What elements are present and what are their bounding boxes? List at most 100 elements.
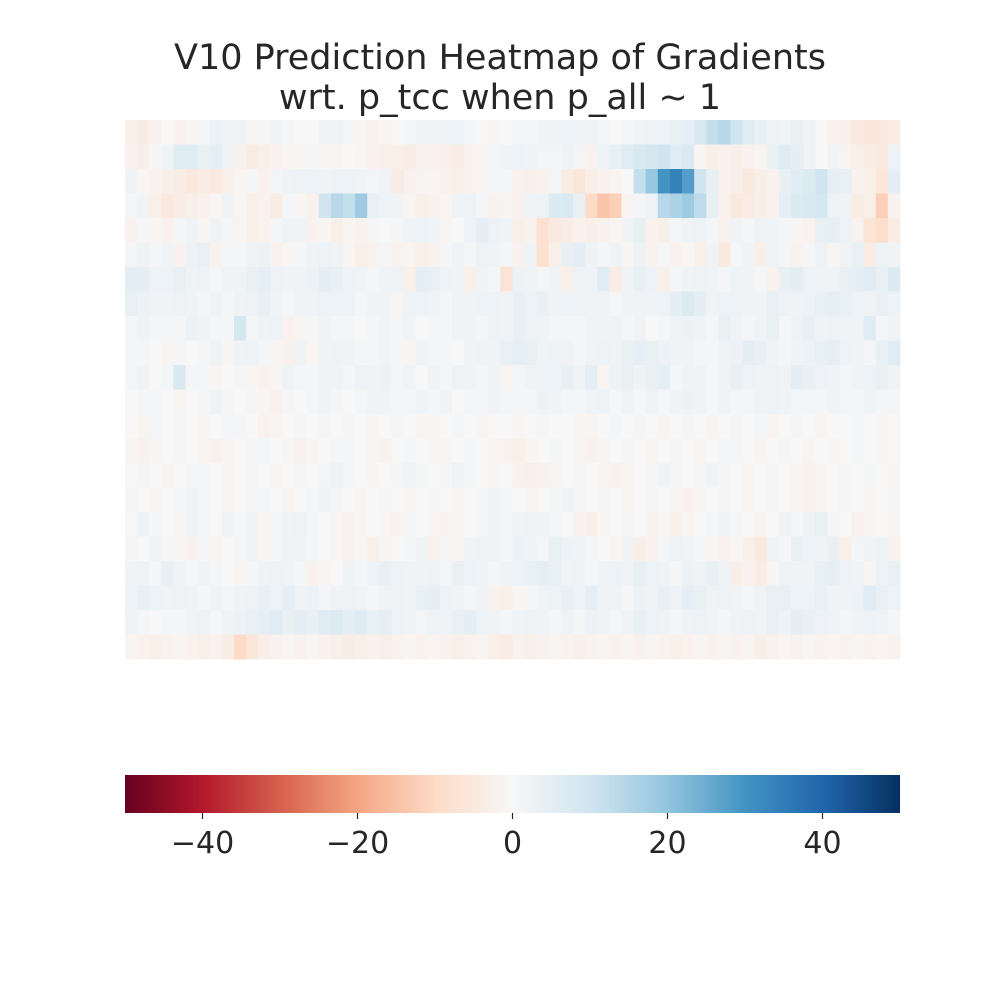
heatmap-cell: [161, 218, 174, 243]
heatmap-cell: [609, 193, 622, 219]
heatmap-cell: [125, 316, 138, 341]
heatmap-cell: [439, 242, 453, 268]
heatmap-cell: [633, 144, 647, 170]
heatmap-cell: [778, 144, 792, 170]
heatmap-cell: [851, 120, 865, 145]
heatmap-cell: [766, 242, 780, 268]
heatmap-cell: [875, 561, 889, 586]
heatmap-cell: [379, 585, 392, 611]
heatmap-cell: [403, 291, 417, 317]
heatmap-cell: [585, 634, 598, 660]
heatmap-cell: [185, 267, 199, 292]
heatmap-cell: [464, 536, 477, 562]
heatmap-cell: [682, 291, 695, 317]
heatmap-cell: [282, 193, 295, 219]
heatmap-cell: [754, 193, 768, 219]
heatmap-cell: [125, 487, 138, 513]
heatmap-cell: [476, 144, 489, 170]
heatmap-cell: [669, 340, 683, 366]
heatmap-cell: [233, 487, 247, 513]
heatmap-cell: [536, 340, 550, 366]
heatmap-cell: [512, 365, 526, 390]
heatmap-cell: [718, 144, 731, 170]
heatmap-cell: [185, 193, 199, 219]
heatmap-cell: [851, 242, 865, 268]
heatmap-cell: [318, 340, 332, 366]
heatmap-cell: [839, 144, 852, 170]
heatmap-cell: [512, 242, 526, 268]
heatmap-cell: [863, 463, 877, 488]
heatmap-cell: [464, 610, 477, 635]
heatmap-cell: [560, 634, 574, 660]
heatmap-cell: [330, 585, 344, 611]
heatmap-cell: [209, 561, 223, 586]
heatmap-cell: [282, 267, 295, 292]
heatmap-cell: [851, 365, 865, 390]
heatmap-cell: [633, 340, 647, 366]
heatmap-cell: [270, 169, 283, 194]
heatmap-cell: [645, 438, 659, 464]
heatmap-cell: [573, 242, 586, 268]
heatmap-cell: [815, 365, 828, 390]
heatmap-cell: [839, 561, 852, 586]
heatmap-cell: [839, 340, 852, 366]
heatmap-cell: [342, 144, 356, 170]
heatmap-cell: [185, 463, 199, 488]
heatmap-cell: [342, 610, 356, 635]
heatmap-cell: [669, 120, 683, 145]
heatmap-cell: [512, 536, 526, 562]
heatmap-cell: [342, 218, 356, 243]
heatmap-cell: [451, 561, 465, 586]
heatmap-cell: [149, 340, 162, 366]
heatmap-cell: [621, 463, 634, 488]
heatmap-cell: [488, 218, 501, 243]
heatmap-cell: [379, 193, 392, 219]
heatmap-cell: [306, 316, 320, 341]
heatmap-cell: [645, 218, 659, 243]
heatmap-cell: [427, 512, 441, 537]
heatmap-cell: [258, 340, 271, 366]
heatmap-cell: [778, 512, 792, 537]
heatmap-cell: [125, 389, 138, 415]
heatmap-cell: [149, 414, 162, 439]
heatmap-cell: [536, 536, 550, 562]
heatmap-cell: [294, 169, 308, 194]
heatmap-cell: [427, 242, 441, 268]
heatmap-cell: [209, 487, 223, 513]
heatmap-cell: [669, 144, 683, 170]
heatmap-cell: [875, 144, 889, 170]
heatmap-cell: [500, 218, 513, 243]
heatmap-cell: [621, 193, 634, 219]
heatmap-cell: [706, 561, 719, 586]
heatmap-cell: [294, 193, 308, 219]
heatmap-cell: [137, 536, 150, 562]
heatmap-cell: [766, 365, 780, 390]
heatmap-cell: [839, 316, 852, 341]
heatmap-cell: [585, 120, 598, 145]
heatmap-cell: [633, 438, 647, 464]
heatmap-cell: [863, 169, 877, 194]
heatmap-cell: [415, 291, 429, 317]
heatmap-cell: [282, 487, 295, 513]
heatmap-cell: [270, 414, 283, 439]
heatmap-cell: [621, 389, 634, 415]
heatmap-cell: [754, 316, 768, 341]
heatmap-cell: [536, 389, 550, 415]
heatmap-cell: [778, 267, 792, 292]
heatmap-cell: [851, 585, 865, 611]
heatmap-cell: [197, 463, 211, 488]
heatmap-cell: [597, 610, 610, 635]
heatmap-cell: [585, 561, 598, 586]
heatmap-cell: [451, 316, 465, 341]
heatmap-cell: [573, 463, 586, 488]
heatmap-cell: [730, 463, 743, 488]
heatmap-cell: [318, 169, 332, 194]
heatmap-cell: [621, 634, 634, 660]
heatmap-cell: [330, 512, 344, 537]
heatmap-cell: [161, 340, 174, 366]
heatmap-cell: [742, 610, 756, 635]
heatmap-cell: [137, 610, 150, 635]
heatmap-cell: [669, 193, 683, 219]
heatmap-cell: [609, 144, 622, 170]
heatmap-cell: [342, 512, 356, 537]
